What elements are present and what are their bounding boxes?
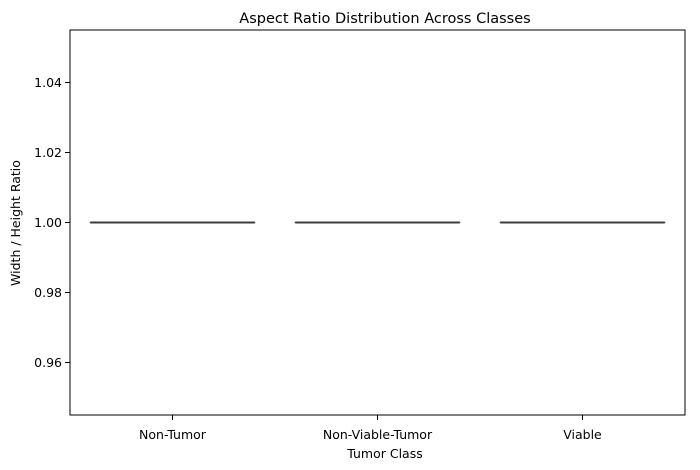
y-axis-ticks: 0.96 0.98 1.00 1.02 1.04: [34, 75, 70, 370]
plot-area-frame: [69, 29, 686, 416]
y-tick-label: 0.98: [34, 285, 62, 300]
y-tick-label: 0.96: [34, 355, 62, 370]
x-tick-label: Non-Tumor: [139, 427, 207, 442]
y-tick-label: 1.02: [34, 145, 62, 160]
y-axis-label: Width / Height Ratio: [8, 160, 23, 286]
x-axis-label: Tumor Class: [346, 446, 422, 461]
y-tick-label: 1.04: [34, 75, 62, 90]
x-tick-label: Non-Viable-Tumor: [323, 427, 433, 442]
x-tick-label: Viable: [563, 427, 602, 442]
y-tick-label: 1.00: [34, 215, 62, 230]
x-axis-ticks: Non-Tumor Non-Viable-Tumor Viable: [139, 415, 602, 442]
chart-title: Aspect Ratio Distribution Across Classes: [239, 11, 530, 27]
